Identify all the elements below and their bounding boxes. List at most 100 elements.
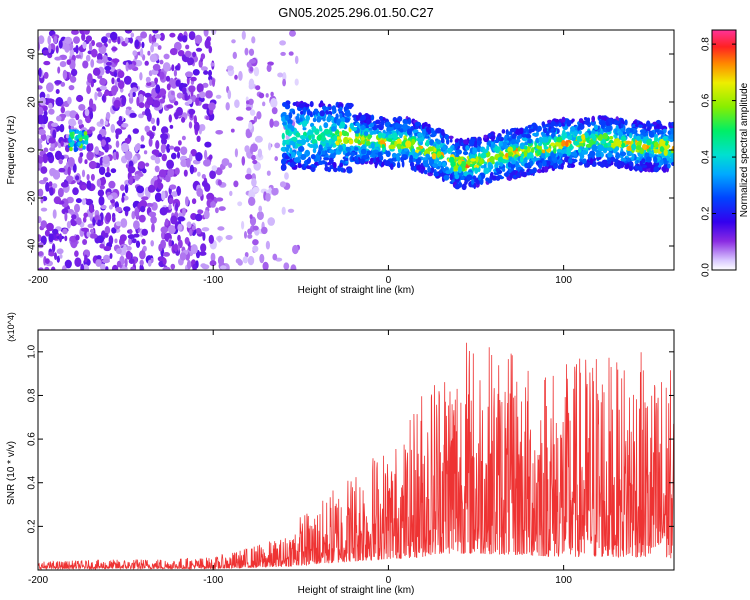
heatmap-cell: [538, 136, 543, 143]
heatmap-cell: [507, 146, 514, 153]
heatmap-cell: [542, 160, 547, 167]
y-tick-label: 0.8: [27, 388, 38, 402]
heatmap-cell: [507, 151, 514, 157]
heatmap-cell: [129, 37, 133, 44]
heatmap-cell: [104, 172, 111, 178]
heatmap-cell: [249, 214, 253, 220]
heatmap-cell: [98, 196, 105, 206]
y-tick-label: 1.0: [27, 344, 38, 358]
heatmap-cell: [607, 152, 613, 158]
heatmap-cell: [577, 126, 581, 131]
heatmap-cell: [45, 182, 50, 192]
heatmap-cell: [52, 228, 59, 235]
heatmap-cell: [59, 61, 67, 68]
heatmap-cell: [412, 158, 416, 162]
heatmap-cell: [646, 139, 651, 146]
heatmap-cell: [284, 172, 289, 180]
heatmap-cell: [388, 138, 393, 142]
heatmap-cell: [429, 167, 435, 174]
colorbar-tick-label: 0.4: [701, 150, 712, 164]
heatmap-cell: [435, 139, 441, 145]
heatmap-cell: [365, 140, 371, 146]
heatmap-cell: [175, 79, 181, 87]
heatmap-cell: [176, 185, 180, 196]
heatmap-cell: [567, 164, 572, 168]
heatmap-cell: [410, 125, 415, 131]
heatmap-cell: [454, 184, 461, 190]
heatmap-cell: [589, 139, 594, 146]
heatmap-cell: [110, 168, 117, 174]
heatmap-cell: [84, 254, 88, 263]
heatmap-cell: [536, 168, 543, 174]
heatmap-cell: [89, 203, 93, 214]
heatmap-cell: [442, 161, 447, 168]
heatmap-cell: [60, 81, 66, 87]
heatmap-cell: [210, 252, 216, 262]
heatmap-cell: [519, 155, 524, 163]
heatmap-cell: [138, 214, 146, 223]
heatmap-cell: [127, 64, 136, 69]
heatmap-cell: [75, 113, 80, 121]
heatmap-cell: [247, 233, 253, 239]
heatmap-cell: [150, 215, 157, 224]
heatmap-cell: [595, 151, 601, 158]
heatmap-cell: [111, 85, 119, 94]
heatmap-cell: [148, 33, 153, 44]
heatmap-cell: [300, 138, 307, 145]
heatmap-cell: [152, 42, 159, 47]
heatmap-cell: [342, 143, 347, 150]
heatmap-cell: [293, 157, 300, 163]
heatmap-cell: [620, 151, 626, 157]
heatmap-cell: [140, 205, 146, 213]
heatmap-cell: [495, 168, 500, 172]
heatmap-cell: [208, 45, 213, 54]
heatmap-cell: [55, 45, 59, 54]
y-tick-label: 20: [27, 96, 38, 108]
heatmap-cell: [460, 161, 467, 167]
heatmap-cell: [152, 100, 161, 108]
heatmap-cell: [258, 92, 265, 99]
heatmap-cell: [340, 103, 344, 107]
heatmap-cell: [586, 117, 591, 123]
heatmap-cell: [663, 148, 668, 156]
heatmap-cell: [281, 132, 285, 140]
heatmap-cell: [200, 263, 207, 268]
heatmap-cell: [565, 140, 569, 148]
heatmap-cell: [92, 67, 101, 77]
heatmap-cell: [211, 78, 216, 87]
heatmap-cell: [187, 57, 191, 66]
heatmap-cell: [381, 132, 386, 139]
heatmap-cell: [42, 50, 50, 55]
heatmap-cell: [411, 148, 416, 154]
heatmap-cell: [487, 179, 493, 184]
heatmap-cell: [99, 263, 106, 270]
heatmap-cell: [448, 135, 454, 140]
heatmap-cell: [86, 180, 92, 190]
heatmap-cell: [601, 159, 608, 164]
heatmap-cell: [86, 174, 90, 181]
heatmap-cell: [176, 92, 183, 99]
heatmap-cell: [200, 66, 208, 71]
heatmap-cell: [139, 259, 144, 266]
heatmap-cell: [108, 38, 112, 44]
heatmap-cell: [85, 35, 92, 42]
heatmap-cell: [254, 135, 263, 143]
heatmap-cell: [114, 238, 118, 244]
heatmap-cell: [300, 110, 304, 115]
heatmap-cell: [191, 198, 197, 205]
heatmap-cell: [289, 162, 296, 168]
heatmap-cell: [248, 48, 255, 56]
heatmap-cell: [38, 114, 45, 125]
heatmap-cell: [204, 149, 208, 160]
heatmap-cell: [291, 136, 298, 142]
heatmap-cell: [124, 150, 133, 161]
heatmap-cell: [131, 211, 136, 220]
heatmap-cell: [397, 161, 401, 168]
heatmap-cell: [88, 42, 93, 52]
heatmap-cell: [186, 221, 192, 229]
heatmap-cell: [294, 55, 299, 65]
heatmap-cell: [137, 161, 146, 169]
heatmap-cell: [394, 141, 398, 147]
heatmap-cell: [113, 71, 117, 78]
heatmap-cell: [245, 128, 252, 139]
